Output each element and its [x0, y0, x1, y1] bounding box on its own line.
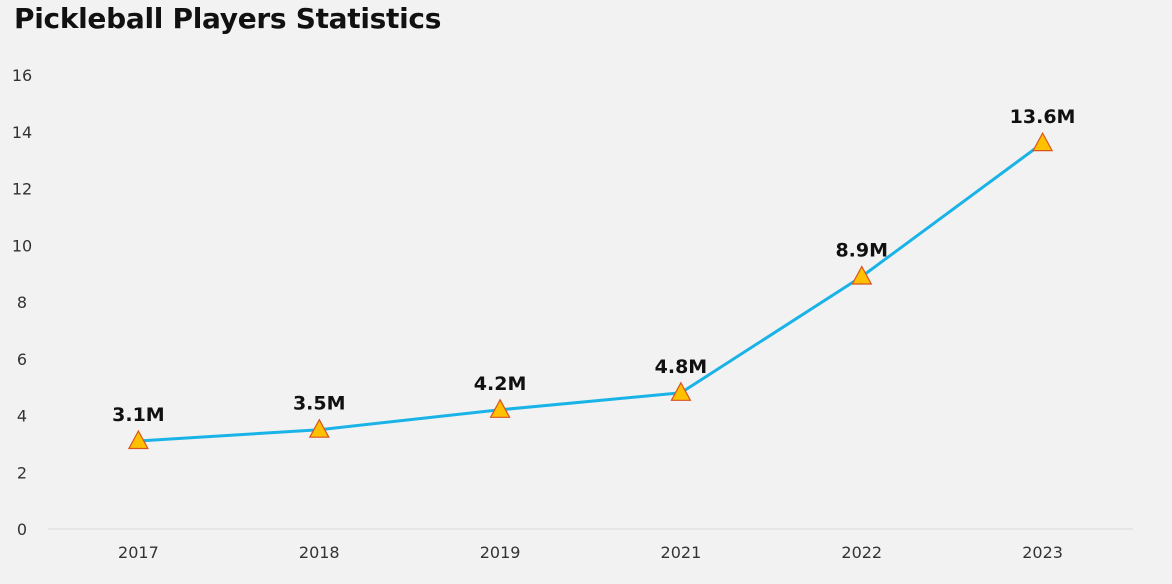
- y-tick-label: 8: [17, 293, 27, 312]
- chart-title: Pickleball Players Statistics: [14, 2, 442, 35]
- x-tick-label: 2019: [480, 543, 521, 562]
- data-point-marker: [308, 418, 330, 438]
- data-label: 3.1M: [112, 404, 165, 426]
- data-markers: [127, 131, 1054, 450]
- data-label: 3.5M: [293, 393, 346, 415]
- data-point-marker: [670, 381, 692, 401]
- x-axis-ticks: 2017 2018 2019 2021 2022 2023: [118, 543, 1063, 562]
- data-point-marker: [127, 429, 149, 450]
- y-tick-label: 16: [12, 66, 32, 85]
- data-labels: 3.1M 3.5M 4.2M 4.8M 8.9M 13.6M: [112, 106, 1075, 426]
- data-label: 8.9M: [835, 239, 888, 261]
- y-axis-ticks: 0 2 4 6 8 10 12 14 16: [12, 66, 32, 539]
- y-tick-label: 6: [17, 350, 27, 369]
- y-tick-label: 2: [17, 463, 27, 482]
- y-tick-label: 4: [17, 407, 27, 426]
- data-label: 4.8M: [655, 356, 708, 378]
- y-tick-label: 14: [12, 123, 32, 142]
- data-point-marker: [1032, 131, 1054, 152]
- data-label: 4.2M: [474, 373, 527, 395]
- x-tick-label: 2021: [661, 543, 702, 562]
- y-tick-label: 12: [12, 180, 32, 199]
- data-point-marker: [489, 398, 511, 418]
- x-tick-label: 2017: [118, 543, 159, 562]
- x-tick-label: 2023: [1022, 543, 1063, 562]
- x-tick-label: 2022: [841, 543, 882, 562]
- data-point-marker: [851, 265, 873, 285]
- series-line: [138, 141, 1044, 443]
- y-tick-label: 10: [12, 236, 32, 255]
- x-tick-label: 2018: [299, 543, 340, 562]
- y-tick-label: 0: [17, 520, 27, 539]
- data-label: 13.6M: [1010, 106, 1076, 128]
